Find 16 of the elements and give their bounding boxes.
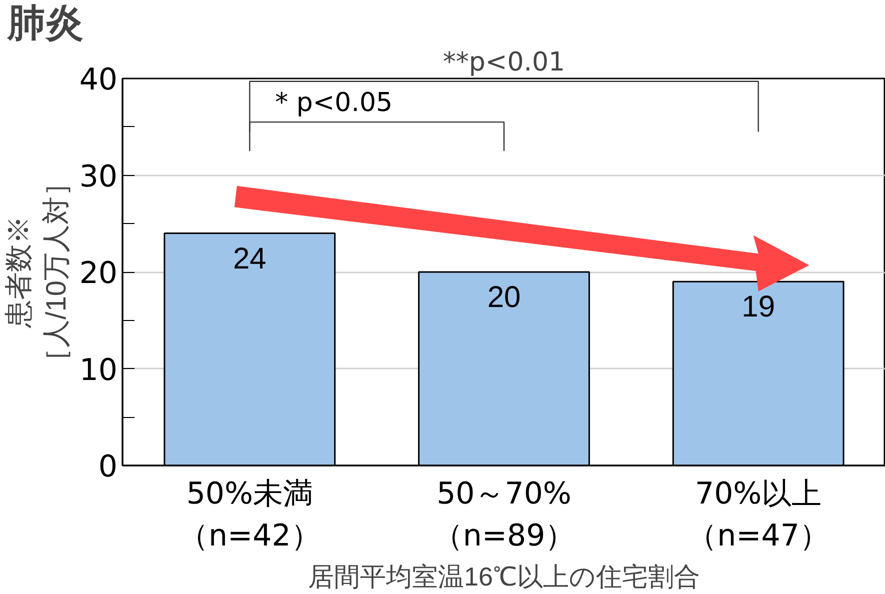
y-tick-label: 40	[79, 62, 118, 98]
y-tick-label: 0	[98, 450, 118, 484]
x-tick-label: 50%未満（n=42）	[178, 476, 321, 554]
x-tick-label: 50～70%（n=89）	[432, 476, 576, 554]
x-tick-label: 70%以上（n=47）	[687, 476, 830, 554]
chart-title: 肺炎	[6, 2, 84, 44]
y-tick-label: 10	[79, 352, 118, 388]
data-label: 20	[487, 281, 521, 314]
y-tick-label: 30	[79, 159, 118, 194]
annotation: * p<0.05	[275, 88, 393, 118]
text: **p<0.01	[442, 48, 566, 78]
data-label: 19	[742, 290, 776, 324]
data-label: 24	[232, 242, 266, 276]
x-axis-title: 居間平均室温16℃以上の住宅割合	[308, 562, 700, 592]
y-axis-title: 患者数※ ［人/10万人対］	[3, 168, 72, 376]
y-tick-label: 20	[79, 256, 118, 291]
